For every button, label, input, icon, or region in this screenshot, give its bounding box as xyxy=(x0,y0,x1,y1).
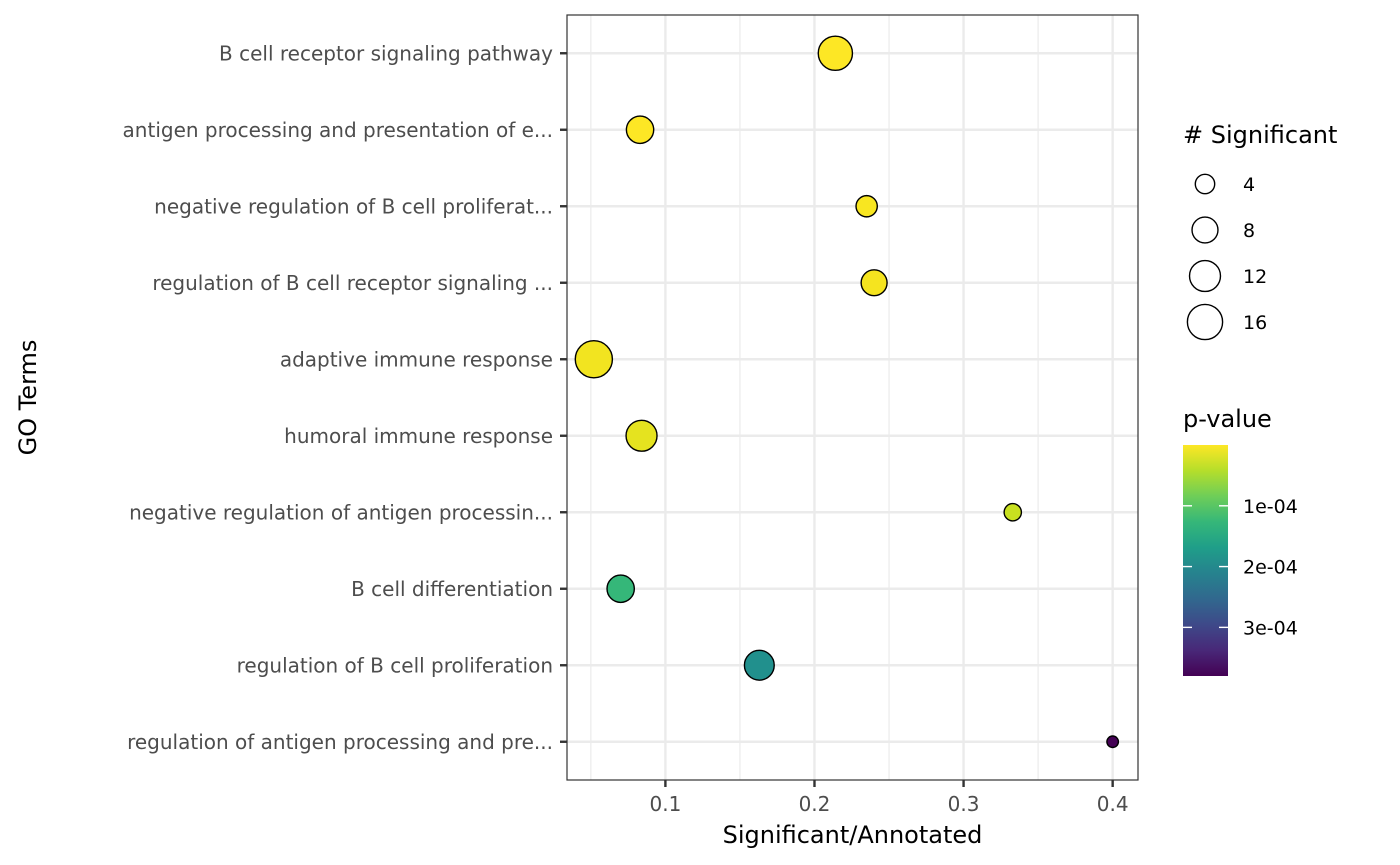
size-legend-key xyxy=(1188,259,1222,293)
y-tick-label: negative regulation of antigen processin… xyxy=(129,500,553,524)
x-axis-title: Significant/Annotated xyxy=(723,821,983,849)
x-tick-label: 0.2 xyxy=(799,792,831,816)
x-tick-label: 0.1 xyxy=(649,792,681,816)
color-legend-title: p-value xyxy=(1183,405,1272,433)
y-axis-title: GO Terms xyxy=(14,340,42,456)
size-legend-key xyxy=(1186,303,1224,341)
y-tick-label: B cell differentiation xyxy=(351,577,553,601)
y-tick-label: regulation of B cell receptor signaling … xyxy=(152,271,553,295)
data-point xyxy=(817,35,854,72)
colorbar-tick-label: 3e-04 xyxy=(1243,617,1298,639)
x-tick-label: 0.4 xyxy=(1097,792,1129,816)
colorbar-tick-label: 2e-04 xyxy=(1243,557,1298,579)
size-legend-key xyxy=(1194,173,1216,195)
size-legend-label: 12 xyxy=(1243,266,1267,288)
data-point xyxy=(574,339,614,379)
color-legend: p-value 1e-04 2e-04 3e-04 xyxy=(1183,405,1298,676)
y-tick-label: B cell receptor signaling pathway xyxy=(219,41,553,65)
data-point xyxy=(743,649,775,681)
size-legend-label: 8 xyxy=(1243,220,1255,242)
size-legend: # Significant 4 8 12 16 xyxy=(1183,121,1337,341)
y-tick-label: adaptive immune response xyxy=(280,347,553,371)
data-point xyxy=(1106,735,1120,749)
colorbar xyxy=(1183,445,1228,676)
panel-border xyxy=(566,14,1139,781)
colorbar-tick-label: 1e-04 xyxy=(1243,496,1298,518)
data-point xyxy=(860,269,888,297)
y-tick-label: humoral immune response xyxy=(284,424,553,448)
x-tick-label: 0.3 xyxy=(948,792,980,816)
size-legend-key xyxy=(1191,216,1219,244)
plot-panel xyxy=(566,14,1139,781)
y-tick-label: antigen processing and presentation of e… xyxy=(123,118,553,142)
panel-background xyxy=(567,15,1138,780)
size-legend-title: # Significant xyxy=(1183,121,1337,149)
y-tick-label: regulation of antigen processing and pre… xyxy=(127,730,553,754)
data-point xyxy=(855,194,878,218)
y-tick-label: negative regulation of B cell proliferat… xyxy=(154,194,553,218)
data-point xyxy=(606,574,636,604)
minor-gridlines xyxy=(590,15,1039,780)
size-legend-label: 16 xyxy=(1243,312,1267,334)
data-points xyxy=(574,35,1120,749)
data-point xyxy=(1003,502,1023,522)
size-legend-label: 4 xyxy=(1243,174,1255,196)
data-point xyxy=(625,115,655,145)
y-tick-label: regulation of B cell proliferation xyxy=(237,653,553,677)
data-point xyxy=(625,419,658,452)
major-gridlines xyxy=(567,15,1138,780)
x-axis: 0.1 0.2 0.3 0.4 xyxy=(649,780,1129,816)
y-axis: B cell receptor signaling pathway antigen… xyxy=(123,41,567,754)
